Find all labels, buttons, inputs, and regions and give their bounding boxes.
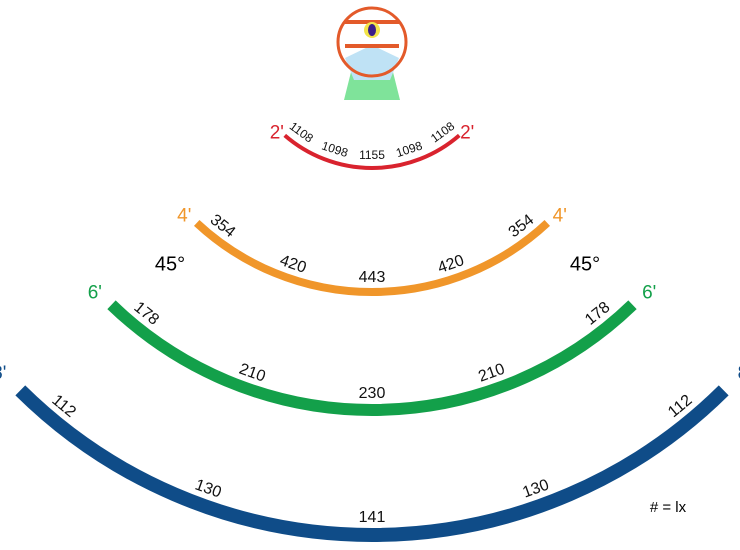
lamp bbox=[368, 24, 376, 36]
distance-label: 2' bbox=[270, 123, 284, 144]
arc bbox=[283, 133, 461, 170]
value-label: 141 bbox=[359, 509, 386, 526]
arc bbox=[15, 385, 729, 542]
distance-label: 4' bbox=[177, 205, 191, 226]
value-label: 230 bbox=[359, 385, 386, 402]
value-label: 1155 bbox=[359, 148, 385, 162]
arc bbox=[107, 300, 637, 416]
distance-label: 6' bbox=[88, 282, 102, 303]
value-label: 1098 bbox=[320, 139, 350, 161]
angle-label: 45° bbox=[155, 253, 185, 275]
fixture-ring bbox=[336, 6, 408, 78]
arc bbox=[194, 220, 550, 296]
distance-label: 6' bbox=[642, 282, 656, 303]
light-beam bbox=[345, 45, 399, 80]
angle-label: 45° bbox=[570, 253, 600, 275]
fixture-bar bbox=[345, 44, 399, 48]
distance-label: 4' bbox=[553, 205, 567, 226]
distance-label: 2' bbox=[460, 123, 474, 144]
legend: # = lx bbox=[650, 499, 687, 516]
value-label: 1098 bbox=[394, 138, 424, 160]
distance-label: 8' bbox=[0, 363, 6, 384]
distance-label: 8' bbox=[738, 363, 740, 384]
value-label: 443 bbox=[359, 269, 386, 286]
fixture-icon bbox=[336, 6, 408, 100]
